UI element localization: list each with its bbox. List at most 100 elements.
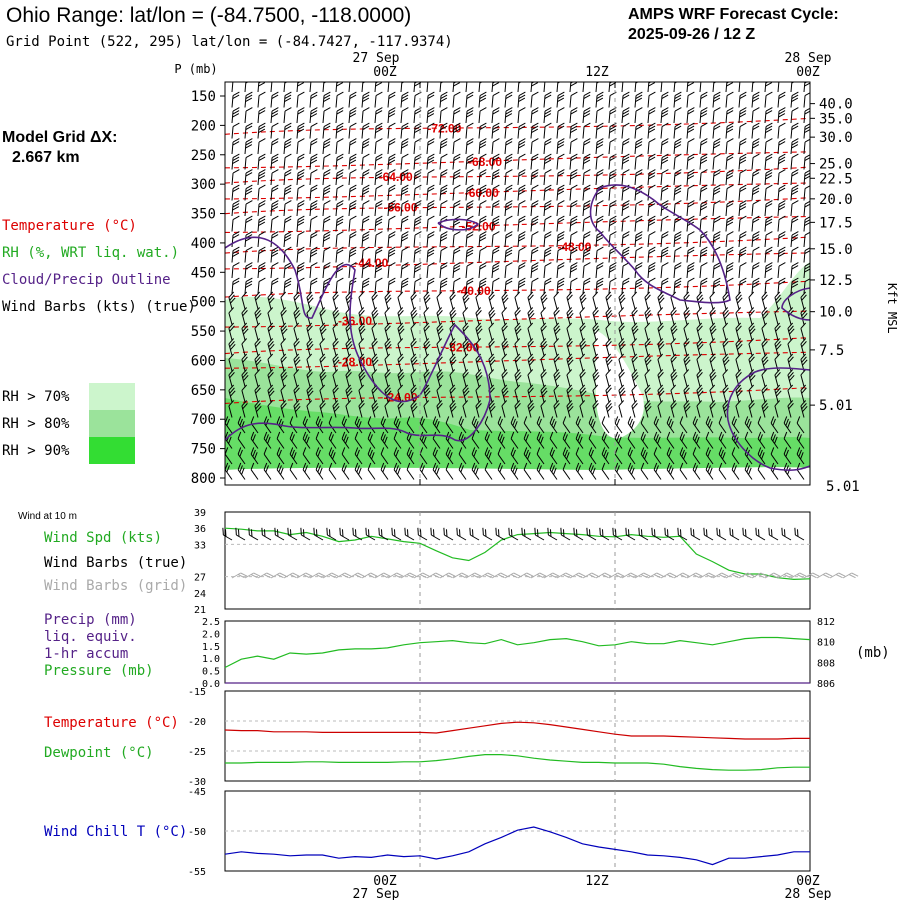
wind-barb [527,369,534,387]
wind-barb [387,231,396,248]
wind-barb [653,416,662,434]
wind-barb [436,307,443,325]
wind-barb [400,262,409,279]
wind-barb [553,353,560,372]
wind-barb [731,416,740,434]
wind-barb [439,107,448,124]
wind-barb [796,416,805,434]
wind-barb [309,184,318,201]
wind-y-tick-label: 39 [194,508,206,519]
wind-barb [722,322,729,341]
wind-barb [488,291,495,310]
wind-barb [478,246,487,263]
mb-axis-label: (mb) [856,645,890,661]
temperature-panel: Temperature (°C) Dewpoint (°C) -15 -20 -25… [44,687,811,788]
wind-barb [553,369,561,387]
wind-barb [432,462,441,480]
wind-barb [250,431,259,449]
wind-barb [751,215,760,232]
wind-barb [501,338,509,356]
wind-barb [744,462,753,480]
wind-barb [530,215,539,232]
wind-barb [504,262,513,279]
temperature-contour [225,336,810,355]
wind-barb [241,400,248,418]
wind-barb [553,400,560,418]
top-time-label-00z-end: 00Z [796,65,820,80]
wind-barb [744,431,753,449]
wind-barb [410,291,417,310]
wind-barb [673,138,682,155]
surface-grid-wind-barb [530,572,547,579]
wind-barb [699,200,708,217]
wind-barb [575,462,584,480]
wind-barb [517,184,526,201]
wind-barb [423,307,430,325]
wind-barb [426,107,435,124]
wind-barb [280,384,287,403]
wind-barb [296,277,305,294]
wind-barb [618,307,625,325]
wind-barb [426,184,435,201]
wind-barb [348,246,357,263]
wind-barb [790,246,799,263]
wind-barb [582,169,591,186]
wind-barb [280,307,287,325]
wind-barb [501,353,508,372]
pressure-tick-label: 750 [191,442,216,458]
wind-barb [244,138,253,155]
wind-barb [244,215,253,232]
wind-barb [280,353,287,372]
wind-barb [796,431,805,449]
wind-barb [439,200,448,217]
wind-barb [660,169,669,186]
wind-barb [361,122,370,139]
wind-barb [358,322,366,341]
wind-barb [254,369,261,387]
wind-barb [504,91,513,108]
wind-barb [699,122,708,139]
pressure-axis-title: P (mb) [174,62,217,76]
wind-barb [800,322,807,341]
wind-barb [374,169,383,186]
wind-barb [709,384,716,403]
surface-wind-barb [482,527,493,541]
wind-barb [627,462,636,480]
wind-barb [530,262,539,279]
wind-barb [696,384,704,403]
wind-barb [764,138,773,155]
wind-barb [618,322,625,341]
wind-barb [592,338,599,356]
surface-grid-wind-barb [439,572,456,579]
wind-barb [686,138,695,155]
wind-barb [660,122,669,139]
wind-barb [562,462,571,480]
wind-barb [679,431,688,449]
wind-barb [225,416,233,434]
surface-grid-wind-barb [595,572,612,579]
wind-barb [462,400,469,418]
wind-barb [660,215,669,232]
wind-barb [406,447,415,465]
wind-barb [530,200,539,217]
wind-barb [283,107,292,124]
wind-barb [267,400,274,418]
wind-barb [774,291,782,310]
wind-barb [419,416,428,434]
surface-wind-barb [313,527,324,541]
wind-barb [644,338,651,356]
wind-barb [673,262,682,279]
wind-barb [244,91,253,108]
pressure-tick-label: 800 [191,471,216,487]
wind-barb [712,262,721,279]
wind-barb [517,122,526,139]
wind-barb [436,338,443,356]
wind-barb [683,291,690,310]
wind-barb [579,369,586,387]
wind-barb [488,353,496,372]
wind-barb [553,384,560,403]
bottom-date-1: 27 Sep [353,887,400,900]
wind-barb [306,307,313,325]
wind-barb [562,447,571,465]
wind-barb [384,400,391,418]
